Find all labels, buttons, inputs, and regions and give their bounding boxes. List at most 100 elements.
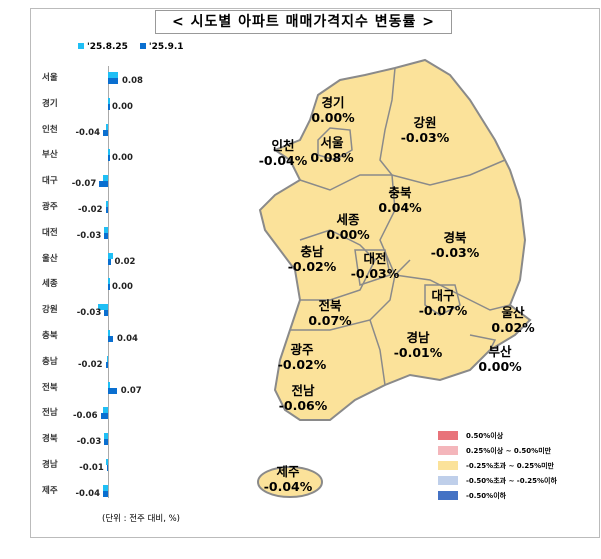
unit-note: (단위 : 전주 대비, %) bbox=[102, 514, 181, 524]
row-label: 강원 bbox=[42, 305, 58, 316]
row-label: 경기 bbox=[42, 98, 58, 109]
map-label-region: 경기 0.00% bbox=[311, 95, 355, 125]
bar-curr bbox=[108, 78, 118, 84]
bar-prev bbox=[105, 123, 108, 130]
value-label: 0.07 bbox=[120, 385, 142, 396]
bar-curr bbox=[105, 207, 108, 213]
value-label: 0.08 bbox=[122, 76, 143, 86]
page-title: < 시도별 아파트 매매가격지수 변동률 > bbox=[155, 10, 452, 34]
row-label: 대전 bbox=[42, 227, 58, 238]
bar-prev bbox=[105, 459, 108, 465]
map-label-region: 인천 -0.04% bbox=[258, 138, 308, 168]
row-label: 전남 bbox=[42, 408, 58, 419]
border-chungnam bbox=[299, 229, 376, 301]
bar-prev bbox=[108, 330, 110, 336]
border-daegu bbox=[424, 284, 461, 316]
map-label-region: 전북 0.07% bbox=[308, 298, 352, 328]
value-label: -0.04 bbox=[75, 127, 101, 138]
value-label: -0.03 bbox=[76, 230, 102, 241]
value-label: 0.04 bbox=[117, 334, 138, 344]
border-gyeonggi-gangwon bbox=[379, 67, 396, 176]
map-legend: 0.50%이상 0.25%이상 ~ 0.50%미만 -0.25%초과 ~ 0.25%… bbox=[438, 428, 557, 503]
map-legend-item: 0.25%이상 ~ 0.50%미만 bbox=[438, 443, 557, 458]
value-label: -0.07 bbox=[71, 179, 97, 190]
map-legend-item: -0.25%초과 ~ 0.25%미만 bbox=[438, 458, 557, 473]
bar-prev bbox=[104, 226, 108, 233]
bar-curr bbox=[103, 129, 108, 136]
bar-curr bbox=[106, 465, 108, 471]
border-gyeongbuk bbox=[394, 274, 511, 311]
figure-frame bbox=[30, 8, 600, 538]
bar-curr bbox=[105, 361, 108, 368]
border-chungbuk bbox=[379, 174, 411, 277]
bar-curr bbox=[104, 310, 108, 317]
bar-prev bbox=[105, 201, 108, 207]
bar-prev bbox=[108, 149, 110, 156]
bar-prev bbox=[106, 355, 108, 362]
map-label-region: 부산 0.00% bbox=[478, 344, 522, 374]
border-busan bbox=[469, 334, 497, 351]
bar-curr bbox=[108, 284, 110, 291]
value-label: -0.01 bbox=[79, 463, 104, 473]
bar-prev bbox=[104, 433, 108, 440]
row-label: 서울 bbox=[42, 73, 58, 83]
bar-prev bbox=[103, 484, 108, 491]
map-label-region: 울산 0.02% bbox=[491, 305, 535, 335]
bar-curr bbox=[99, 181, 108, 188]
row-label: 경남 bbox=[42, 460, 58, 470]
map-label-region: 강원 -0.03% bbox=[400, 115, 450, 145]
value-label: -0.04 bbox=[75, 488, 101, 499]
value-label: -0.03 bbox=[76, 308, 102, 319]
bar-curr bbox=[103, 490, 108, 497]
row-label: 울산 bbox=[42, 253, 58, 264]
bar-prev bbox=[103, 175, 108, 182]
map-label-region: 대구 -0.07% bbox=[418, 288, 468, 318]
map-legend-item: -0.50%이하 bbox=[438, 488, 557, 503]
bar-curr bbox=[104, 232, 108, 239]
map-label-region: 광주 -0.02% bbox=[277, 342, 327, 372]
bar-curr bbox=[108, 387, 117, 394]
legend-prev: '25.8.25 bbox=[78, 42, 128, 52]
value-label: -0.02 bbox=[78, 359, 103, 370]
map-label-region: 충남 -0.02% bbox=[287, 244, 337, 274]
value-label: 0.00 bbox=[112, 282, 133, 293]
row-label: 광주 bbox=[42, 202, 58, 212]
bar-curr bbox=[104, 439, 108, 446]
bar-prev bbox=[108, 252, 113, 259]
chart-legend: '25.8.25 '25.9.1 bbox=[78, 42, 184, 52]
bar-prev bbox=[108, 97, 110, 104]
bar-curr bbox=[108, 155, 110, 162]
value-label: -0.02 bbox=[78, 205, 103, 215]
map-label-region: 제주 -0.04% bbox=[263, 464, 313, 494]
row-label: 전북 bbox=[42, 382, 58, 393]
bar-curr bbox=[108, 258, 111, 265]
value-label: -0.06 bbox=[73, 411, 98, 422]
row-label: 충남 bbox=[42, 356, 58, 367]
row-label: 인천 bbox=[42, 124, 58, 135]
bar-prev bbox=[103, 407, 108, 414]
row-label: 세종 bbox=[42, 279, 58, 290]
bar-curr bbox=[108, 336, 113, 342]
bar-prev bbox=[98, 304, 108, 311]
legend-curr: '25.9.1 bbox=[139, 42, 184, 52]
map-label-region: 서울 0.08% bbox=[310, 135, 354, 165]
map-label-region: 경북 -0.03% bbox=[430, 230, 480, 260]
value-label: 0.00 bbox=[112, 101, 133, 112]
map-label-region: 전남 -0.06% bbox=[278, 383, 328, 413]
bar-curr bbox=[108, 103, 110, 110]
bar-curr bbox=[100, 413, 108, 420]
map-legend-item: -0.50%초과 ~ -0.25%이하 bbox=[438, 473, 557, 488]
row-label: 대구 bbox=[42, 176, 58, 187]
border-seoul bbox=[317, 127, 353, 161]
map-label-region: 충북 0.04% bbox=[378, 185, 422, 215]
map-label-region: 세종 0.00% bbox=[326, 212, 370, 242]
map-legend-item: 0.50%이상 bbox=[438, 428, 557, 443]
value-label: -0.03 bbox=[76, 437, 102, 448]
bar-prev bbox=[108, 72, 118, 78]
value-label: 0.02 bbox=[114, 256, 136, 267]
jeju-shape bbox=[257, 466, 323, 498]
bar-prev bbox=[108, 278, 110, 285]
row-label: 제주 bbox=[42, 485, 58, 496]
row-label: 경북 bbox=[42, 434, 58, 445]
